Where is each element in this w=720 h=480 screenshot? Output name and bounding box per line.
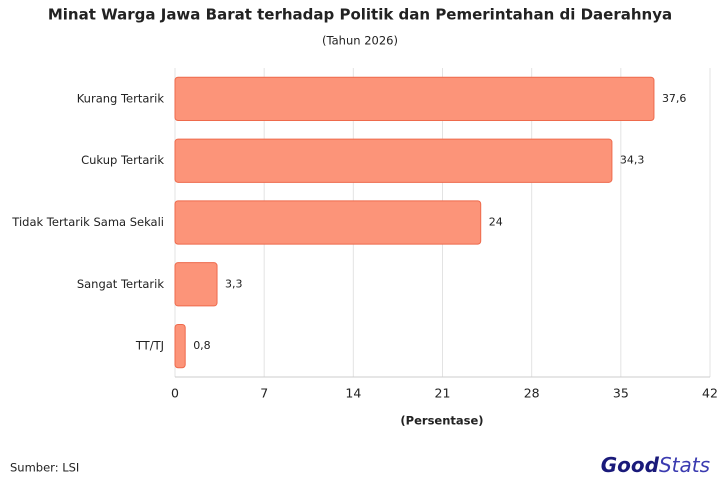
x-tick-label: 35: [613, 386, 629, 401]
x-tick-label: 0: [171, 386, 179, 401]
chart-subtitle: (Tahun 2026): [322, 34, 398, 48]
bar: [174, 200, 482, 245]
bar: [174, 323, 186, 369]
x-tick-label: 21: [435, 386, 451, 401]
value-label: 24: [489, 216, 503, 229]
y-tick-label: Sangat Tertarik: [77, 277, 165, 291]
x-tick-label: 7: [260, 386, 268, 401]
source: Sumber: LSI: [10, 461, 79, 475]
value-label: 0,8: [193, 339, 211, 352]
value-label: 37,6: [662, 92, 687, 105]
value-label: 34,3: [620, 154, 645, 167]
x-tick-label: 42: [702, 386, 718, 401]
logo-part: Stats: [659, 453, 710, 477]
x-tick-label: 14: [345, 386, 361, 401]
x-axis-label: (Persentase): [400, 414, 483, 428]
bar: [174, 76, 655, 122]
chart-title: Minat Warga Jawa Barat terhadap Politik …: [48, 6, 672, 24]
bar: [174, 138, 613, 183]
y-tick-label: Tidak Tertarik Sama Sekali: [11, 215, 164, 229]
logo: GoodStats: [601, 453, 710, 477]
x-tick-label: 28: [524, 386, 540, 401]
y-tick-label: Cukup Tertarik: [81, 153, 164, 167]
bar: [174, 262, 218, 307]
y-tick-label: Kurang Tertarik: [77, 91, 165, 105]
y-tick-label: TT/TJ: [135, 339, 164, 353]
logo-part: Good: [601, 453, 660, 477]
value-label: 3,3: [225, 277, 243, 290]
